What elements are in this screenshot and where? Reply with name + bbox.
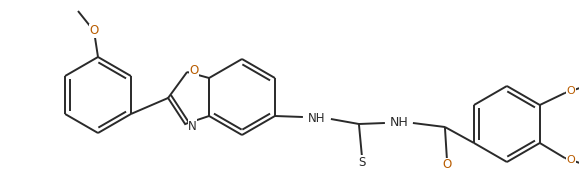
Text: NH: NH bbox=[390, 116, 408, 128]
Text: S: S bbox=[358, 155, 365, 169]
Text: NH: NH bbox=[308, 112, 325, 125]
Text: O: O bbox=[567, 155, 576, 165]
Text: N: N bbox=[188, 119, 197, 132]
Text: O: O bbox=[442, 158, 452, 171]
Text: O: O bbox=[189, 63, 199, 77]
Text: O: O bbox=[89, 24, 98, 38]
Text: O: O bbox=[567, 86, 576, 96]
